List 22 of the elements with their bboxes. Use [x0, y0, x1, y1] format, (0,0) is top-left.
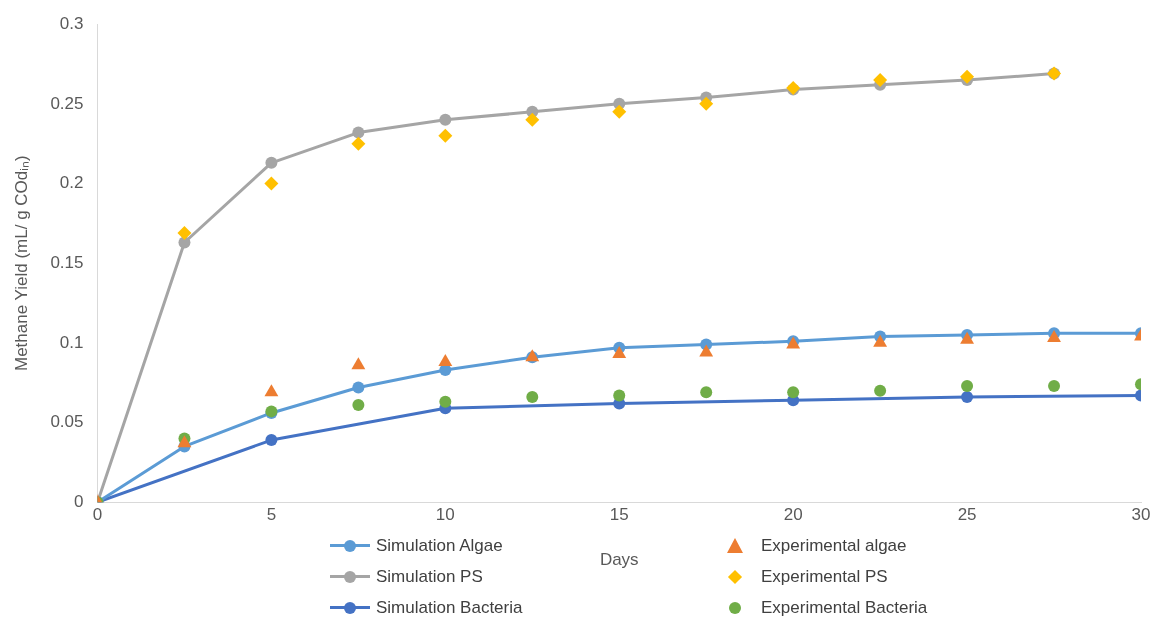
legend-label: Simulation Bacteria: [376, 597, 523, 618]
x-tick-label: 0: [92, 505, 103, 525]
x-tick-label: 25: [957, 505, 977, 525]
y-axis-title: Methane Yield (mL/ g COdᵢₙ): [11, 155, 31, 372]
y-tick-label: 0.1: [59, 332, 84, 352]
y-tick-label: 0.2: [59, 173, 84, 193]
x-tick-label: 15: [609, 505, 629, 525]
x-tick-label: 5: [266, 505, 277, 525]
legend-label: Experimental PS: [761, 566, 888, 587]
y-tick-label: 0.05: [50, 412, 84, 432]
y-tick-label: 0.25: [50, 93, 84, 113]
y-tick-label: 0.15: [50, 252, 84, 272]
legend-label: Experimental algae: [761, 535, 907, 556]
x-axis-title: Days: [599, 550, 639, 570]
legend-label: Experimental Bacteria: [761, 597, 928, 618]
legend-label: Simulation PS: [376, 566, 483, 587]
y-tick-label: 0: [74, 491, 84, 511]
y-tick-label: 0.3: [59, 13, 84, 33]
x-tick-label: 30: [1131, 505, 1151, 525]
x-tick-label: 20: [783, 505, 803, 525]
x-tick-label: 10: [435, 505, 455, 525]
legend-label: Simulation Algae: [376, 535, 503, 556]
